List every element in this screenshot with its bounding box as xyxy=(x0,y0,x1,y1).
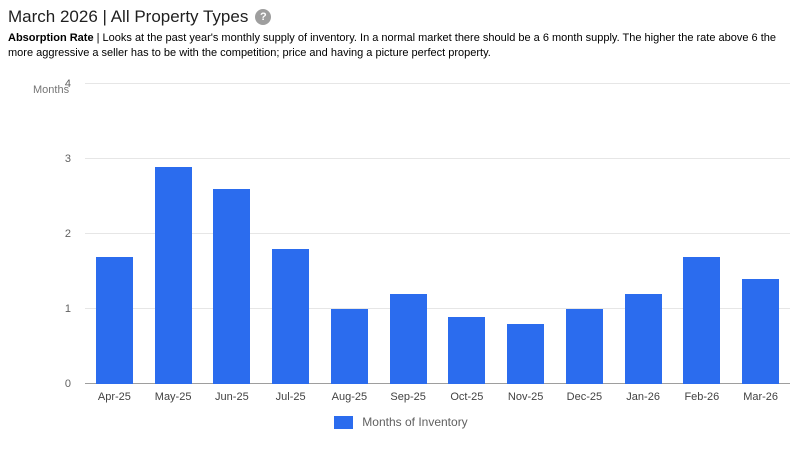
bar-nov-25[interactable] xyxy=(507,324,545,385)
x-tick-label: Aug-25 xyxy=(331,391,368,404)
x-tick-label: Feb-26 xyxy=(684,391,720,404)
legend-swatch xyxy=(334,415,354,429)
bar-feb-26[interactable] xyxy=(683,256,721,385)
bar-jun-25[interactable] xyxy=(213,189,251,385)
gridline-4 xyxy=(85,83,790,85)
chart-description: Absorption Rate | Looks at the past year… xyxy=(8,31,792,60)
x-tick-label: Jan-26 xyxy=(626,391,660,404)
page-header: March 2026 | All Property Types ? xyxy=(0,0,802,27)
page-title: March 2026 | All Property Types xyxy=(8,7,249,26)
bar-oct-25[interactable] xyxy=(448,316,486,385)
description-text: | Looks at the past year's monthly suppl… xyxy=(8,32,777,59)
x-tick-label: Sep-25 xyxy=(390,391,426,404)
bar-group xyxy=(379,84,438,385)
bar-jul-25[interactable] xyxy=(272,249,310,385)
x-tick-label: Jun-25 xyxy=(215,391,249,404)
bar-group xyxy=(555,84,614,385)
x-tick-label: Apr-25 xyxy=(97,391,131,404)
bar-sep-25[interactable] xyxy=(389,294,427,385)
y-tick-label-1: 1 xyxy=(64,303,71,316)
bar-group xyxy=(438,84,497,385)
x-labels: Apr-25 May-25 Jun-25 Jul-25 Aug-25 Sep-25 Oct-… xyxy=(85,391,790,403)
absorption-rate-chart: Months 0 1 2 3 4 Apr-25 May-25 Jun-25 Jul-25 Aug… xyxy=(0,78,802,429)
bar-group xyxy=(85,84,144,385)
help-icon[interactable]: ? xyxy=(255,9,272,25)
gridline-1 xyxy=(85,308,790,310)
bar-group xyxy=(144,84,203,385)
y-axis-title: Months xyxy=(33,84,70,97)
bar-group xyxy=(673,84,732,385)
x-tick-label: Jul-25 xyxy=(275,391,306,404)
x-tick-label: Oct-25 xyxy=(450,391,484,404)
bar-group xyxy=(320,84,379,385)
y-tick-label-3: 3 xyxy=(64,153,71,166)
y-axis: 0 1 2 3 4 xyxy=(0,78,85,390)
legend-label: Months of Inventory xyxy=(362,415,468,430)
bar-may-25[interactable] xyxy=(154,166,192,385)
bar-group xyxy=(614,84,673,385)
description-term: Absorption Rate xyxy=(8,32,94,44)
bar-group xyxy=(496,84,555,385)
bar-mar-26[interactable] xyxy=(742,279,780,385)
bar-jan-26[interactable] xyxy=(624,294,662,385)
x-tick-label: Dec-25 xyxy=(566,391,603,404)
plot-wrap: 0 1 2 3 4 xyxy=(0,78,802,390)
gridline-0 xyxy=(85,383,790,385)
gridline-3 xyxy=(85,158,790,160)
bars xyxy=(85,84,790,385)
bar-group xyxy=(261,84,320,385)
x-tick-label: May-25 xyxy=(154,391,192,404)
y-tick-label-0: 0 xyxy=(64,378,71,391)
x-tick-label: Nov-25 xyxy=(507,391,544,404)
bar-aug-25[interactable] xyxy=(330,309,368,385)
y-tick-label-4: 4 xyxy=(64,78,71,91)
legend: Months of Inventory xyxy=(0,415,802,429)
gridline-2 xyxy=(85,233,790,235)
y-tick-label-2: 2 xyxy=(64,228,71,241)
bar-group xyxy=(731,84,790,385)
bar-dec-25[interactable] xyxy=(565,309,603,385)
plot-area xyxy=(85,83,790,385)
bar-apr-25[interactable] xyxy=(95,256,133,385)
bar-group xyxy=(203,84,262,385)
x-tick-label: Mar-26 xyxy=(743,391,779,404)
